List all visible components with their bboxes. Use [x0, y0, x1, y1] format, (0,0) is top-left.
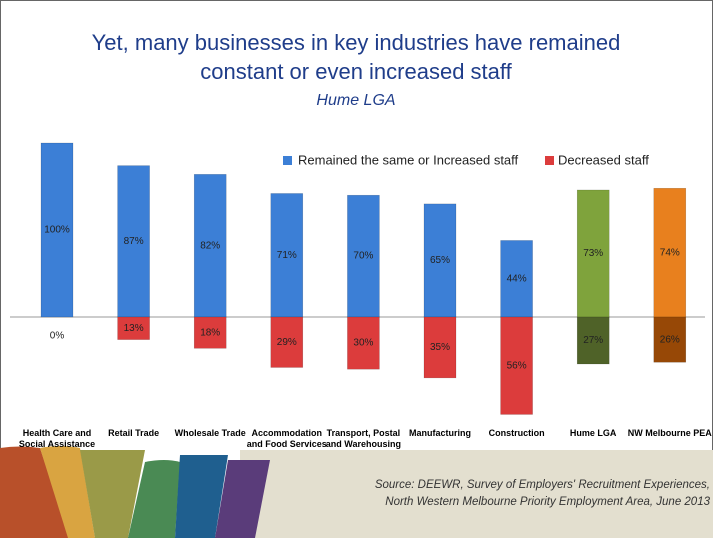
value-label: 65% — [430, 255, 450, 266]
value-label: 74% — [660, 247, 680, 258]
legend-swatch — [283, 156, 292, 165]
bar-decreased — [653, 316, 687, 363]
value-label: 29% — [277, 337, 297, 348]
value-label: 44% — [507, 273, 527, 284]
bar-decreased — [500, 316, 533, 415]
decoration — [0, 446, 713, 538]
x-tick-label: Transport, Postal and Warehousing — [325, 428, 401, 449]
bar-increased — [347, 194, 380, 318]
bar-increased — [423, 203, 457, 318]
value-label: 73% — [583, 248, 603, 259]
value-label: 35% — [430, 342, 450, 353]
bar-increased — [653, 187, 687, 318]
value-label: 82% — [200, 240, 220, 251]
title-line: Yet, many businesses in key industries h… — [92, 30, 621, 55]
x-tick-label: Construction — [488, 428, 545, 438]
value-label: 26% — [660, 334, 680, 345]
bar-increased — [193, 174, 227, 318]
source-line: North Western Melbourne Priority Employm… — [385, 496, 710, 508]
value-label: 13% — [124, 323, 144, 334]
bar-increased — [500, 240, 533, 318]
value-label: 71% — [277, 250, 297, 261]
bar-decreased — [576, 316, 610, 365]
bar-decreased — [270, 316, 304, 368]
bar-increased — [40, 142, 74, 318]
value-label: 70% — [353, 251, 373, 262]
title-line: constant or even increased staff — [200, 59, 512, 84]
x-tick-label: Wholesale Trade — [174, 428, 246, 438]
bar-increased — [270, 193, 304, 318]
x-tick-label: Accommodation and Food Services — [246, 428, 327, 449]
bar-decreased — [423, 316, 457, 379]
bar-decreased — [347, 316, 380, 370]
legend-label: Decreased staff — [558, 152, 649, 167]
x-tick-label: Retail Trade — [108, 428, 160, 438]
value-label: 27% — [583, 335, 603, 346]
value-label: 30% — [353, 338, 373, 349]
x-tick-label: Health Care and Social Assistance — [18, 428, 96, 449]
legend-label: Remained the same or Increased staff — [298, 152, 519, 167]
bar-decreased — [117, 316, 150, 340]
bar-decreased — [193, 316, 227, 349]
source-line: Source: DEEWR, Survey of Employers' Recr… — [375, 479, 710, 491]
subtitle: Hume LGA — [316, 92, 395, 109]
value-label: 56% — [507, 360, 527, 371]
x-tick-label: Hume LGA — [569, 428, 617, 438]
bar-increased — [576, 189, 610, 318]
value-label: 18% — [200, 327, 220, 338]
value-label: 0% — [50, 331, 65, 342]
x-tick-label: Manufacturing — [409, 428, 471, 438]
legend-swatch — [545, 156, 554, 165]
value-label: 100% — [44, 225, 70, 236]
x-tick-label: NW Melbourne PEA — [627, 428, 712, 438]
value-label: 87% — [124, 236, 144, 247]
